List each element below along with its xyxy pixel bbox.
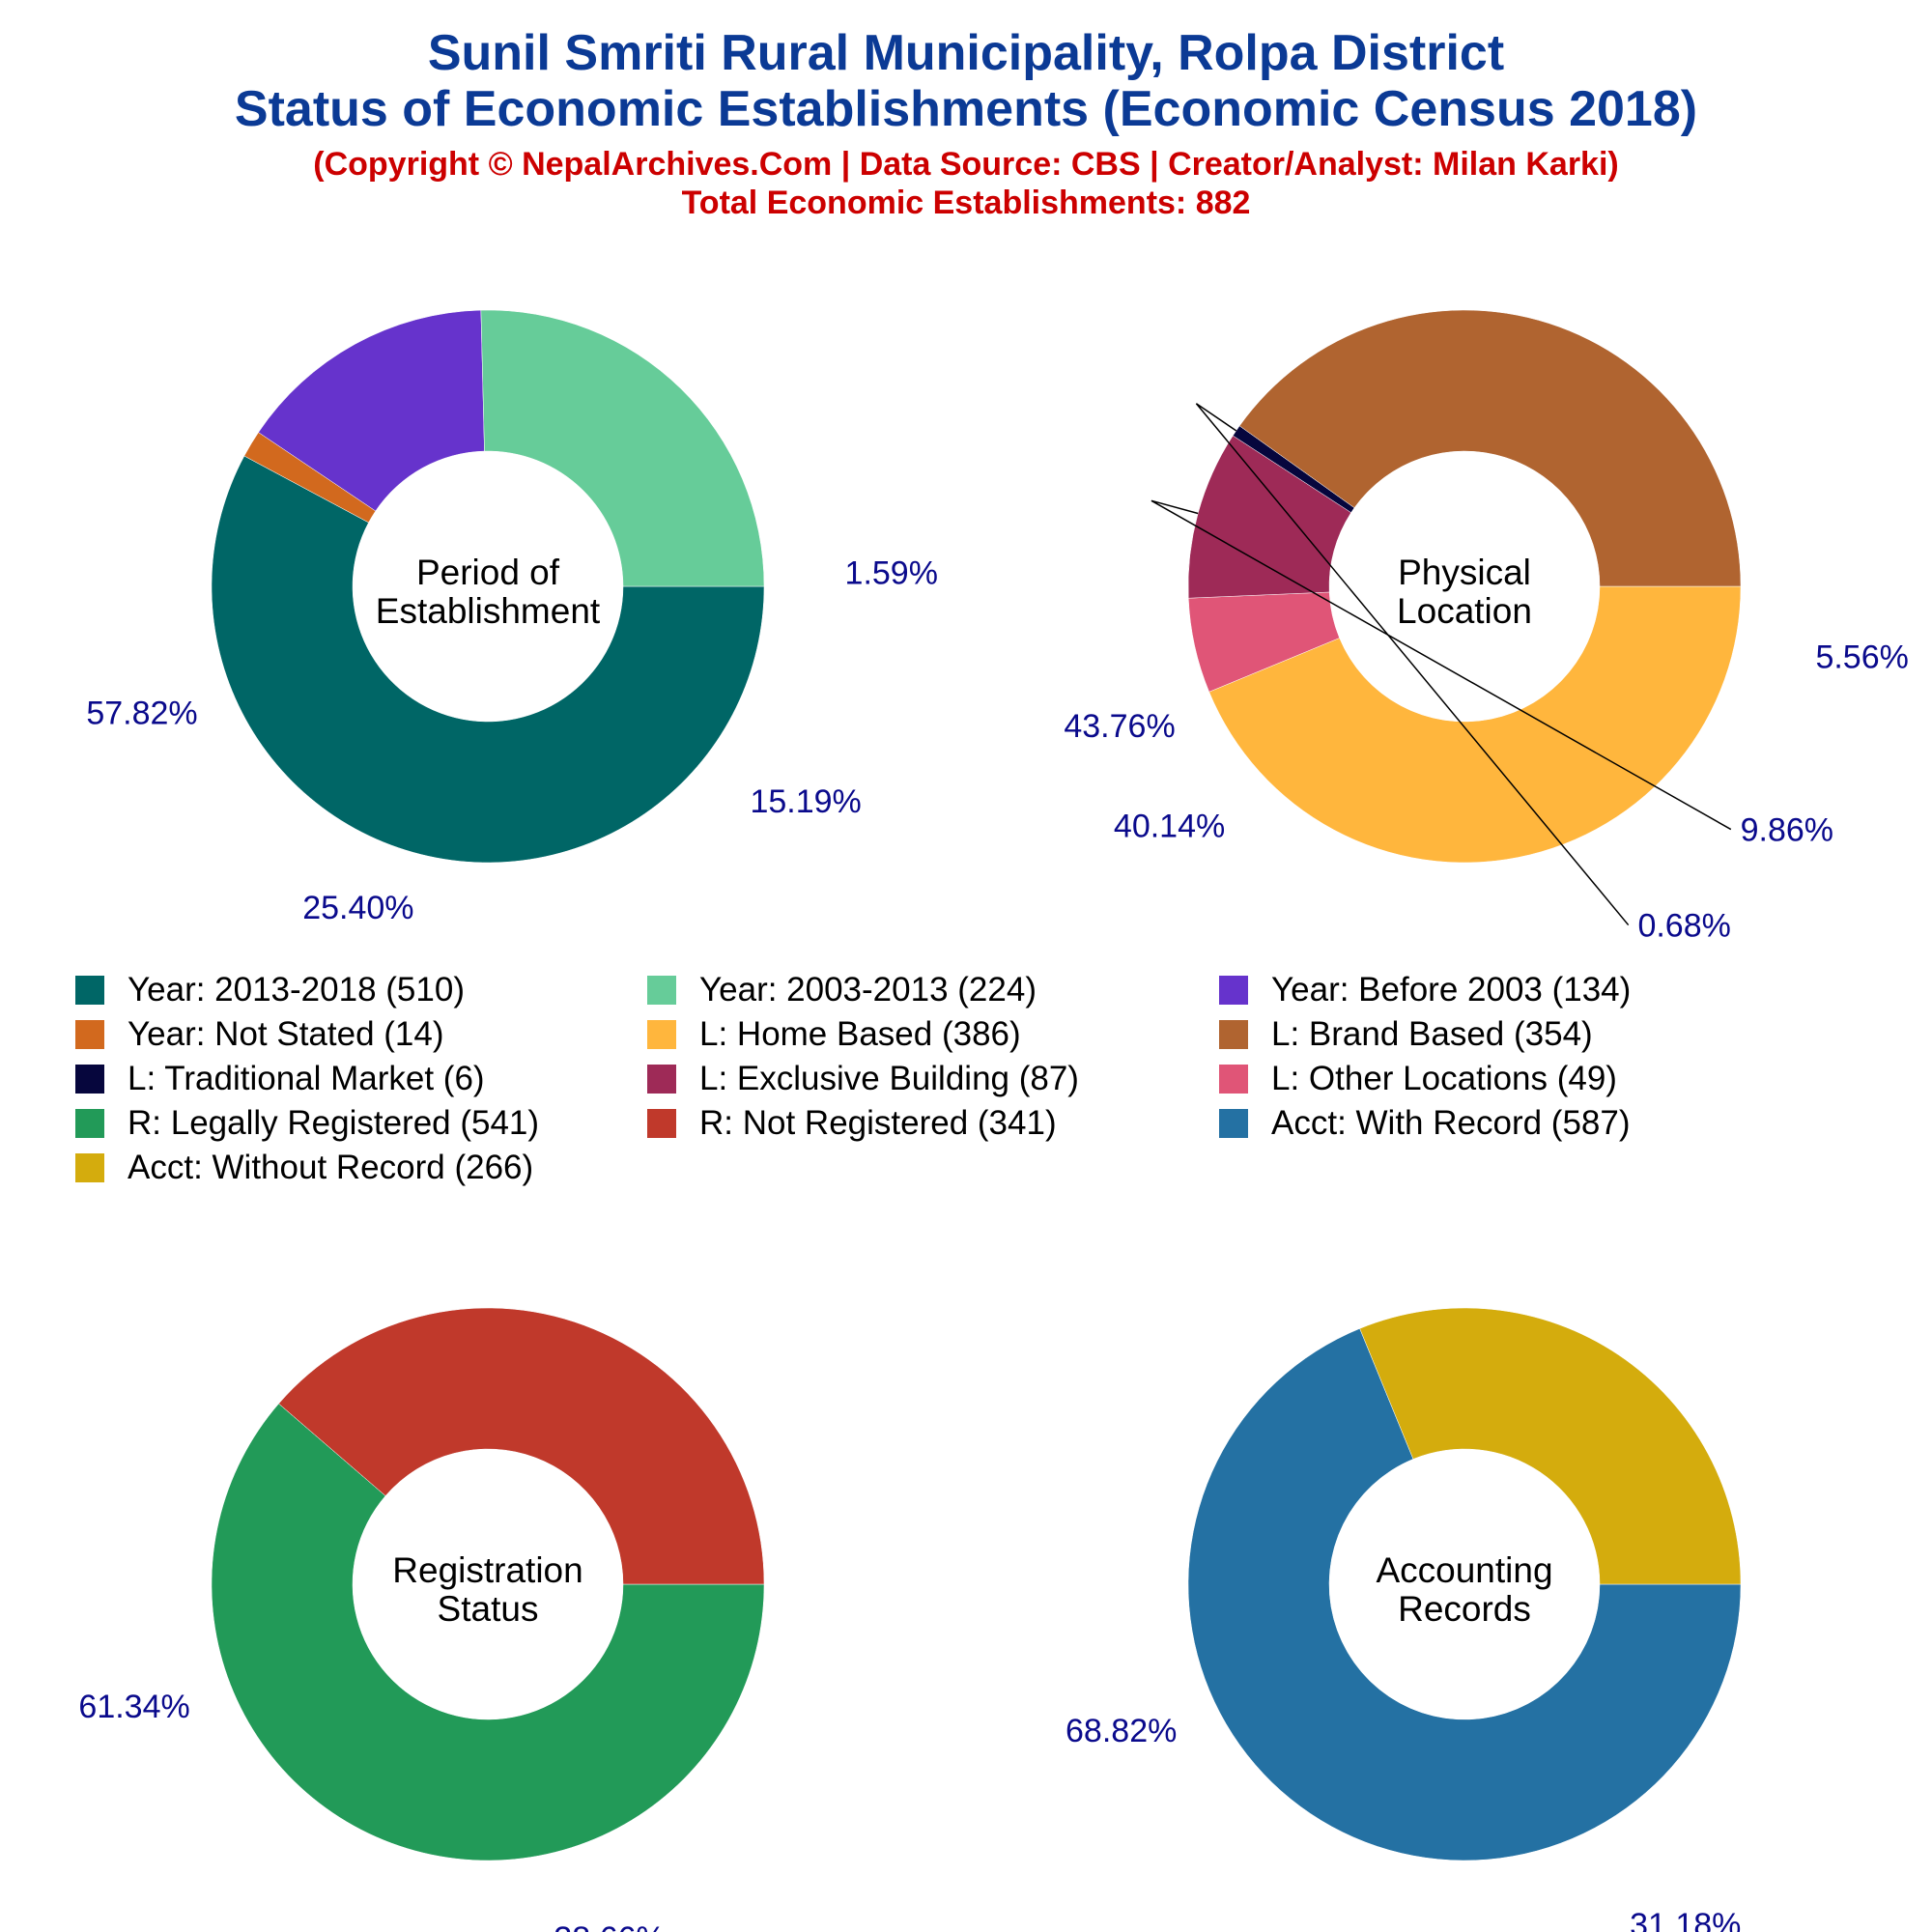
legend-item: Year: 2013-2018 (510) <box>75 971 647 1009</box>
slice-year-2003-2013 <box>480 309 765 587</box>
slice-r-not-registered <box>278 1307 765 1585</box>
center-label-registration-status-2: Status <box>438 1589 539 1629</box>
center-label-period-of-establishment-1: Period of <box>416 553 560 592</box>
legend-label: L: Brand Based (354) <box>1271 1015 1593 1053</box>
legend-item: R: Legally Registered (541) <box>75 1104 647 1143</box>
legend-swatch <box>647 1109 676 1138</box>
legend-swatch <box>75 1020 104 1049</box>
legend-item: L: Brand Based (354) <box>1219 1015 1791 1054</box>
chart-header: Sunil Smriti Rural Municipality, Rolpa D… <box>0 0 1932 222</box>
percent-label-l-other-locations: 5.56% <box>1815 639 1908 676</box>
copyright-subtitle: (Copyright © NepalArchives.Com | Data So… <box>313 146 1619 183</box>
legend-item: Acct: With Record (587) <box>1219 1104 1791 1143</box>
center-label-accounting-records-1: Accounting <box>1376 1550 1552 1590</box>
leader-line-l-traditional-market <box>1195 403 1630 926</box>
legend-label: Year: 2003-2013 (224) <box>699 971 1037 1009</box>
legend-label: Year: 2013-2018 (510) <box>128 971 465 1009</box>
legend-item: L: Home Based (386) <box>647 1015 1219 1054</box>
center-label-registration-status-1: Registration <box>392 1550 582 1590</box>
center-label-accounting-records-2: Records <box>1398 1589 1531 1629</box>
donut-physical-location: 43.76% 5.56% 9.86% 0.68% 40.14% PhysicalLocat… <box>1064 309 1909 945</box>
legend-item: R: Not Registered (341) <box>647 1104 1219 1143</box>
slice-year-before-2003 <box>258 309 485 512</box>
chart-title-line2: Status of Economic Establishments (Econo… <box>234 81 1698 137</box>
legend-swatch <box>75 976 104 1005</box>
donut-period-of-establishment: 57.82% 1.59% 15.19% 25.40% Period ofEstablis… <box>86 309 938 926</box>
percent-label-l-exclusive-building: 9.86% <box>1741 812 1833 849</box>
legend-swatch <box>75 1153 104 1182</box>
percent-label-acct-with-record: 68.82% <box>1065 1713 1177 1749</box>
legend-item: L: Traditional Market (6) <box>75 1060 647 1098</box>
percent-label-year-not-stated: 1.59% <box>845 554 938 591</box>
center-label-period-of-establishment-2: Establishment <box>376 591 601 631</box>
legend-swatch <box>647 1065 676 1094</box>
legend-label: L: Exclusive Building (87) <box>699 1060 1079 1097</box>
legend-swatch <box>75 1109 104 1138</box>
center-label-physical-location-2: Location <box>1397 591 1532 631</box>
percent-label-year-2003-2013: 25.40% <box>302 890 413 926</box>
chart-legend: Year: 2013-2018 (510) Year: 2003-2013 (22… <box>75 968 1911 1190</box>
legend-item: Year: Not Stated (14) <box>75 1015 647 1054</box>
percent-label-l-home-based: 43.76% <box>1064 708 1175 745</box>
legend-row: R: Legally Registered (541) R: Not Regist… <box>75 1101 1911 1146</box>
legend-item: Year: Before 2003 (134) <box>1219 971 1791 1009</box>
slice-r-legally-registered <box>211 1403 765 1861</box>
center-label-physical-location-1: Physical <box>1398 553 1531 592</box>
legend-item: Acct: Without Record (266) <box>75 1149 647 1187</box>
legend-swatch <box>1219 976 1248 1005</box>
percent-label-l-brand-based: 40.14% <box>1114 808 1225 844</box>
percent-label-r-not-registered: 38.66% <box>554 1920 665 1932</box>
percent-label-year-before-2003: 15.19% <box>750 783 861 820</box>
legend-swatch <box>1219 1020 1248 1049</box>
legend-swatch <box>1219 1109 1248 1138</box>
legend-row: Year: Not Stated (14) L: Home Based (386)… <box>75 1012 1911 1057</box>
legend-swatch <box>647 1020 676 1049</box>
legend-swatch <box>647 976 676 1005</box>
legend-label: L: Traditional Market (6) <box>128 1060 485 1097</box>
legend-row: L: Traditional Market (6) L: Exclusive Bu… <box>75 1057 1911 1101</box>
slice-acct-with-record <box>1187 1327 1742 1861</box>
slice-year-2013-2018 <box>211 455 765 864</box>
percent-label-r-legally-registered: 61.34% <box>78 1689 189 1725</box>
legend-label: Acct: Without Record (266) <box>128 1149 534 1186</box>
percent-label-year-2013-2018: 57.82% <box>86 695 197 731</box>
legend-swatch <box>75 1065 104 1094</box>
legend-label: L: Other Locations (49) <box>1271 1060 1617 1097</box>
percent-label-l-traditional-market: 0.68% <box>1637 908 1730 945</box>
percent-label-acct-without-record: 31.18% <box>1630 1907 1741 1932</box>
legend-row: Year: 2013-2018 (510) Year: 2003-2013 (22… <box>75 968 1911 1012</box>
legend-label: R: Legally Registered (541) <box>128 1104 540 1142</box>
legend-row: Acct: Without Record (266) <box>75 1146 1911 1190</box>
leader-line-l-exclusive-building <box>1151 499 1732 831</box>
legend-item: L: Other Locations (49) <box>1219 1060 1791 1098</box>
legend-label: R: Not Registered (341) <box>699 1104 1057 1142</box>
legend-item: L: Exclusive Building (87) <box>647 1060 1219 1098</box>
legend-label: L: Home Based (386) <box>699 1015 1021 1053</box>
slice-l-home-based <box>1208 585 1742 864</box>
legend-swatch <box>1219 1065 1248 1094</box>
legend-label: Year: Before 2003 (134) <box>1271 971 1632 1009</box>
legend-label: Year: Not Stated (14) <box>128 1015 444 1053</box>
legend-item: Year: 2003-2013 (224) <box>647 971 1219 1009</box>
slice-acct-without-record <box>1359 1307 1742 1585</box>
chart-title-line1: Sunil Smriti Rural Municipality, Rolpa D… <box>427 25 1505 81</box>
legend-label: Acct: With Record (587) <box>1271 1104 1631 1142</box>
total-establishments-subtitle: Total Economic Establishments: 882 <box>681 185 1251 221</box>
